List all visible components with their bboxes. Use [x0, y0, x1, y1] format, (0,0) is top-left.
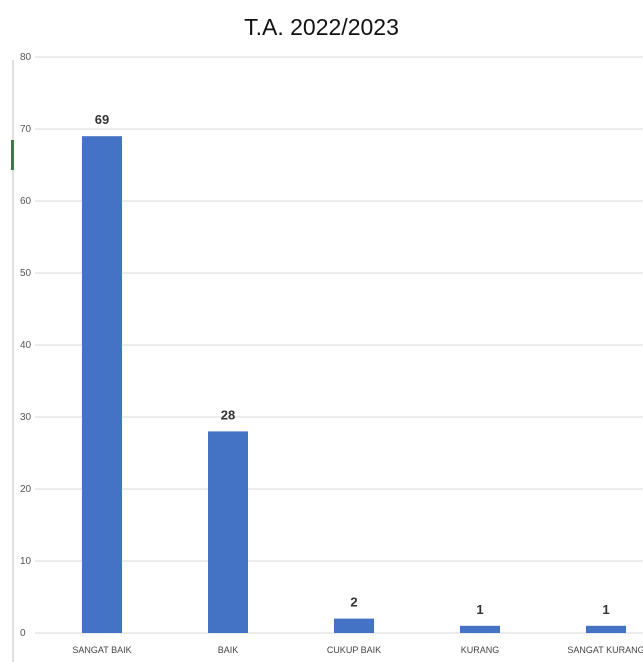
y-tick-label: 50: [20, 268, 32, 279]
data-labels: 69 28 2 1 1: [95, 112, 610, 617]
y-tick-label: 0: [20, 628, 26, 639]
y-tick-labels: 0 10 20 30 40 50 60 70 80: [20, 52, 32, 639]
bar: [82, 136, 122, 633]
bar: [586, 625, 626, 633]
category-label: BAIK: [218, 645, 239, 655]
bars: [82, 136, 626, 633]
bar: [334, 618, 374, 633]
category-labels: SANGAT BAIK BAIK CUKUP BAIK KURANG SANGAT KU…: [72, 645, 643, 655]
data-label: 2: [350, 595, 357, 610]
y-tick-label: 70: [20, 124, 32, 135]
y-tick-label: 60: [20, 196, 32, 207]
axis-marker: [11, 140, 14, 170]
category-label: SANGAT KURANG: [567, 645, 643, 655]
data-label: 1: [476, 602, 483, 617]
chart-title: T.A. 2022/2023: [244, 14, 399, 40]
gridlines: [35, 56, 643, 634]
y-tick-label: 20: [20, 484, 32, 495]
y-tick-label: 10: [20, 556, 32, 567]
data-label: 28: [221, 407, 235, 422]
category-label: CUKUP BAIK: [327, 645, 381, 655]
bar: [208, 431, 248, 633]
data-label: 1: [602, 602, 609, 617]
data-label: 69: [95, 112, 109, 127]
y-tick-label: 40: [20, 340, 32, 351]
y-tick-label: 30: [20, 412, 32, 423]
bar: [460, 625, 500, 633]
y-tick-label: 80: [20, 52, 32, 63]
category-label: KURANG: [461, 645, 500, 655]
category-label: SANGAT BAIK: [72, 645, 131, 655]
